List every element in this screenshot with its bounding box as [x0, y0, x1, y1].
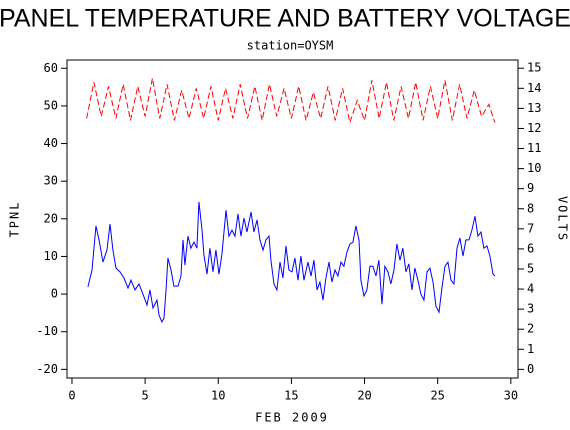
x-tick-label: 20 — [357, 389, 371, 403]
y-tick-label: 60 — [44, 61, 58, 75]
series-line — [87, 201, 496, 324]
y2-tick-label: 15 — [527, 61, 541, 75]
x-tick-label: 30 — [504, 389, 518, 403]
y2-tick-label: 7 — [527, 221, 534, 235]
y2-tick-label: 4 — [527, 282, 534, 296]
x-tick-label: 0 — [68, 389, 75, 403]
y-tick-label: 30 — [44, 174, 58, 188]
y2-tick-label: 9 — [527, 181, 534, 195]
y-tick-label: 20 — [44, 211, 58, 225]
y2-tick-label: 11 — [527, 141, 541, 155]
y2-tick-label: 8 — [527, 201, 534, 215]
y2-tick-label: 13 — [527, 101, 541, 115]
y2-tick-label: 6 — [527, 241, 534, 255]
x-tick-label: 25 — [430, 389, 444, 403]
y2-tick-label: 5 — [527, 261, 534, 275]
y-tick-label: -10 — [36, 324, 58, 338]
y2-axis-label: VOLTS — [556, 196, 570, 242]
y-tick-label: 10 — [44, 249, 58, 263]
y-tick-label: 40 — [44, 136, 58, 150]
y2-tick-label: 1 — [527, 342, 534, 356]
y-tick-label: 0 — [51, 287, 58, 301]
chart-subtitle: station=OYSM — [247, 39, 334, 53]
chart-title: PANEL TEMPERATURE AND BATTERY VOLTAGE — [0, 5, 570, 33]
y2-tick-label: 2 — [527, 322, 534, 336]
y2-tick-label: 12 — [527, 121, 541, 135]
y2-tick-label: 3 — [527, 302, 534, 316]
y2-tick-label: 14 — [527, 81, 541, 95]
x-tick-label: 5 — [141, 389, 148, 403]
series-line — [86, 78, 496, 125]
x-tick-label: 10 — [211, 389, 225, 403]
x-axis-label: FEB 2009 — [255, 411, 329, 425]
y-axis-label: TPNL — [8, 201, 22, 238]
x-tick-label: 15 — [284, 389, 298, 403]
y-tick-label: -20 — [36, 362, 58, 376]
y2-tick-label: 10 — [527, 161, 541, 175]
y-tick-label: 50 — [44, 98, 58, 112]
y2-tick-label: 0 — [527, 362, 534, 376]
